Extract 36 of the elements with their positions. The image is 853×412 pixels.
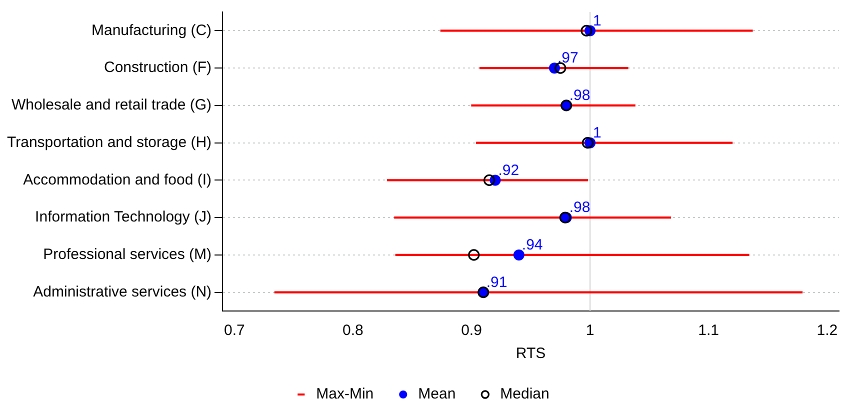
bar xyxy=(476,142,733,144)
bar xyxy=(440,30,753,32)
y-tick-label: Administrative services (N) xyxy=(33,283,212,300)
x-tick-label: 1.2 xyxy=(816,322,838,340)
y-tick-label: Professional services (M) xyxy=(43,246,212,264)
data-label: 1 xyxy=(593,124,602,142)
y-tick-label: Information Technology (J) xyxy=(35,208,212,226)
x-tick-label: 0.7 xyxy=(224,322,245,340)
data-label: 1 xyxy=(593,12,602,30)
x-tick-label: 1 xyxy=(586,322,594,340)
y-tick-label: Accommodation and food (I) xyxy=(23,171,212,188)
x-tick-label: 0.8 xyxy=(342,322,364,340)
point xyxy=(582,137,594,149)
data-label: .92 xyxy=(498,162,520,179)
data-label: .91 xyxy=(486,274,508,291)
point xyxy=(580,24,592,36)
y-tick-label: Wholesale and retail trade (G) xyxy=(11,96,212,114)
x-axis-title: RTS xyxy=(516,345,546,362)
x-tick-label: 0.9 xyxy=(461,322,482,340)
point xyxy=(513,249,524,260)
y-tick-label: Construction (F) xyxy=(104,59,212,76)
bar xyxy=(274,291,803,294)
y-tick-label: Manufacturing (C) xyxy=(91,22,212,39)
point xyxy=(468,249,480,261)
point xyxy=(483,174,496,186)
data-label: .94 xyxy=(522,236,543,254)
legend-label: Mean xyxy=(418,386,456,403)
legend-label: Max-Min xyxy=(316,386,374,403)
bar xyxy=(386,179,588,182)
data-label: .98 xyxy=(569,87,590,104)
x-tick-label: 1.1 xyxy=(698,322,720,340)
point xyxy=(554,62,566,74)
y-tick-label: Transportation and storage (H) xyxy=(6,134,212,151)
data-label: .97 xyxy=(557,50,578,67)
data-label: .98 xyxy=(569,199,590,216)
legend-label: Median xyxy=(500,386,550,403)
